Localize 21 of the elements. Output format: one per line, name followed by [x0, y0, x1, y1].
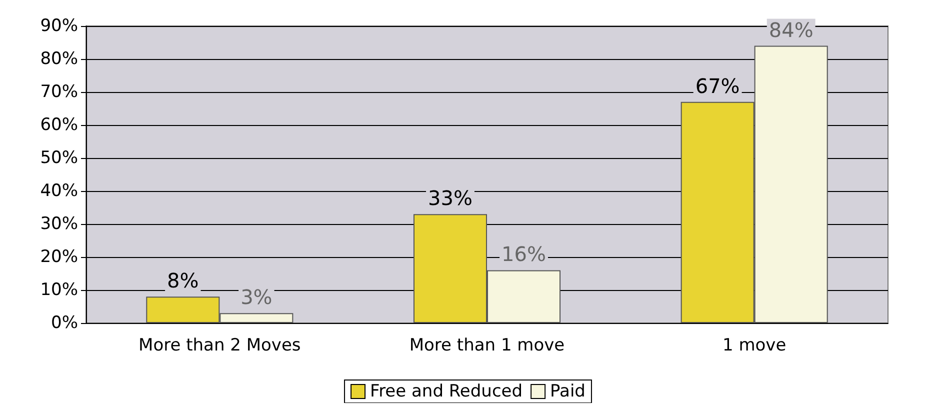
y-tick-label: 30% — [40, 214, 78, 234]
data-label: 3% — [240, 285, 272, 310]
data-label: 84% — [768, 18, 814, 42]
y-tick-label: 20% — [40, 247, 78, 267]
data-label: 16% — [502, 242, 546, 266]
y-tick-label: 50% — [40, 148, 78, 168]
x-tick-label: More than 1 move — [409, 336, 565, 356]
data-label: 8% — [167, 268, 199, 293]
y-tick-label: 80% — [40, 49, 78, 69]
y-tick-label: 60% — [40, 115, 78, 135]
y-tick-label: 0% — [51, 313, 78, 333]
legend-label: Free and Reduced — [370, 382, 523, 402]
y-tick-label: 40% — [40, 181, 78, 201]
y-tick-label: 70% — [40, 82, 78, 102]
y-tick-label: 90% — [40, 16, 78, 36]
x-tick-label: More than 2 Moves — [138, 336, 301, 356]
legend-label: Paid — [550, 382, 586, 402]
data-label: 67% — [695, 74, 740, 98]
y-tick-label: 10% — [40, 280, 78, 300]
data-label: 33% — [428, 186, 472, 210]
x-tick-label: 1 move — [722, 336, 786, 356]
